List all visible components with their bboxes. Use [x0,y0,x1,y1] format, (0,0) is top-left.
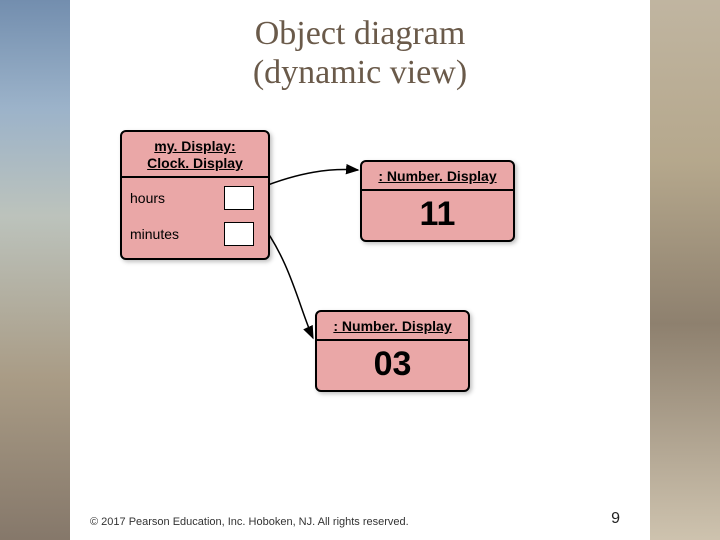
slide-bg-right [650,0,720,540]
number-display-object-2: : Number. Display 03 [315,310,470,392]
slide-title: Object diagram (dynamic view) [70,14,650,92]
field-label-hours: hours [130,190,171,206]
field-slot-hours [224,186,254,210]
clock-display-header: my. Display: Clock. Display [122,132,268,176]
page-number: 9 [611,510,620,528]
number1-header: : Number. Display [362,162,513,189]
number1-value: 11 [362,191,513,240]
number-display-object-1: : Number. Display 11 [360,160,515,242]
slide-title-line1: Object diagram [255,15,466,52]
arrow-hours [260,170,358,188]
slide-title-line2: (dynamic view) [253,54,467,91]
field-label-minutes: minutes [130,226,185,242]
clock-display-object: my. Display: Clock. Display hours minute… [120,130,270,260]
field-row-hours: hours [122,184,268,212]
copyright-footer: © 2017 Pearson Education, Inc. Hoboken, … [90,516,409,528]
clock-fields: hours minutes [122,178,268,310]
field-slot-minutes [224,222,254,246]
slide-content: Object diagram (dynamic view) my. Displa… [70,0,650,540]
object-diagram: my. Display: Clock. Display hours minute… [70,110,650,490]
number2-value: 03 [317,341,468,390]
slide-bg-left [0,0,70,540]
clock-header-line2: Clock. Display [147,155,243,171]
field-row-minutes: minutes [122,220,268,248]
number2-header: : Number. Display [317,312,468,339]
clock-header-line1: my. Display: [154,138,235,154]
